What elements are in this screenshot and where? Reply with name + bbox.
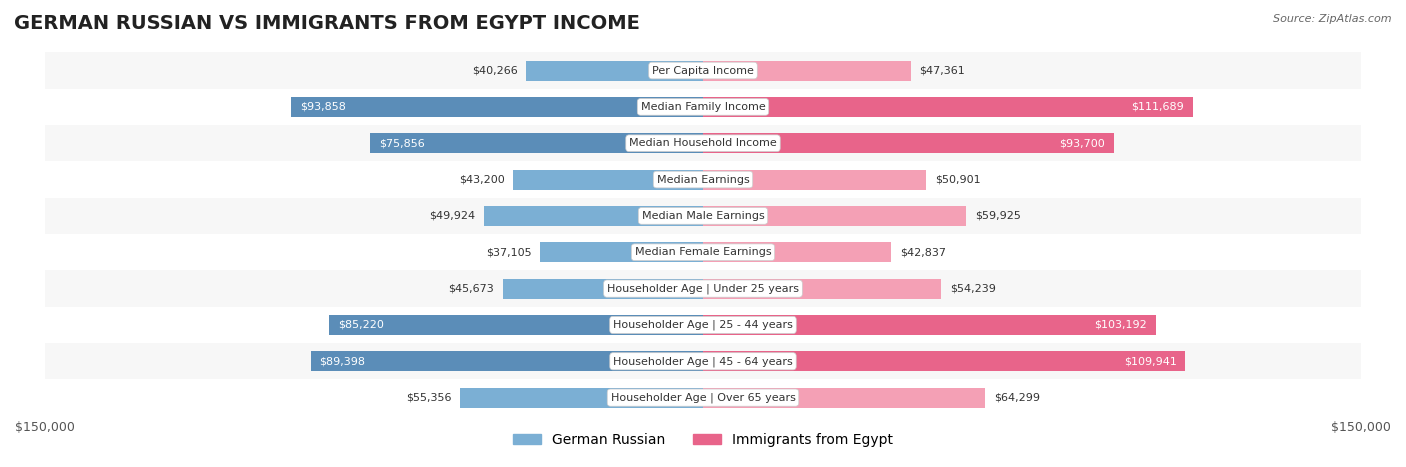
- Bar: [45, 125, 1361, 162]
- Bar: [329, 315, 703, 335]
- Text: Median Earnings: Median Earnings: [657, 175, 749, 184]
- Bar: [45, 234, 1361, 270]
- Text: $47,361: $47,361: [920, 65, 966, 76]
- Text: $89,398: $89,398: [319, 356, 366, 366]
- Bar: [45, 52, 1361, 89]
- Text: $54,239: $54,239: [949, 283, 995, 294]
- Text: $111,689: $111,689: [1132, 102, 1184, 112]
- Text: $64,299: $64,299: [994, 393, 1040, 403]
- Text: $103,192: $103,192: [1094, 320, 1147, 330]
- Legend: German Russian, Immigrants from Egypt: German Russian, Immigrants from Egypt: [508, 427, 898, 453]
- Bar: [45, 380, 1361, 416]
- Bar: [45, 89, 1361, 125]
- Text: $93,858: $93,858: [299, 102, 346, 112]
- Bar: [45, 343, 1361, 380]
- Bar: [703, 388, 986, 408]
- Text: $93,700: $93,700: [1060, 138, 1105, 148]
- Text: $109,941: $109,941: [1123, 356, 1177, 366]
- Text: Householder Age | Under 25 years: Householder Age | Under 25 years: [607, 283, 799, 294]
- Bar: [460, 388, 703, 408]
- Text: Householder Age | Over 65 years: Householder Age | Over 65 years: [610, 392, 796, 403]
- Bar: [703, 133, 1114, 153]
- Bar: [703, 242, 891, 262]
- Text: $85,220: $85,220: [337, 320, 384, 330]
- Bar: [311, 351, 703, 371]
- Bar: [370, 133, 703, 153]
- Bar: [513, 170, 703, 190]
- Bar: [703, 279, 941, 298]
- Text: $40,266: $40,266: [472, 65, 517, 76]
- Bar: [45, 307, 1361, 343]
- Bar: [526, 61, 703, 80]
- Bar: [45, 270, 1361, 307]
- Bar: [703, 61, 911, 80]
- Text: Source: ZipAtlas.com: Source: ZipAtlas.com: [1274, 14, 1392, 24]
- Text: $49,924: $49,924: [429, 211, 475, 221]
- Bar: [45, 198, 1361, 234]
- Text: Median Male Earnings: Median Male Earnings: [641, 211, 765, 221]
- Bar: [703, 315, 1156, 335]
- Text: Per Capita Income: Per Capita Income: [652, 65, 754, 76]
- Text: $45,673: $45,673: [449, 283, 494, 294]
- Text: GERMAN RUSSIAN VS IMMIGRANTS FROM EGYPT INCOME: GERMAN RUSSIAN VS IMMIGRANTS FROM EGYPT …: [14, 14, 640, 33]
- Bar: [703, 206, 966, 226]
- Text: $59,925: $59,925: [974, 211, 1021, 221]
- Text: Householder Age | 45 - 64 years: Householder Age | 45 - 64 years: [613, 356, 793, 367]
- Bar: [540, 242, 703, 262]
- Bar: [45, 162, 1361, 198]
- Text: $43,200: $43,200: [458, 175, 505, 184]
- Bar: [703, 351, 1185, 371]
- Text: $75,856: $75,856: [380, 138, 425, 148]
- Bar: [484, 206, 703, 226]
- Text: Median Female Earnings: Median Female Earnings: [634, 247, 772, 257]
- Text: $55,356: $55,356: [406, 393, 451, 403]
- Text: $42,837: $42,837: [900, 247, 946, 257]
- Text: Householder Age | 25 - 44 years: Householder Age | 25 - 44 years: [613, 320, 793, 330]
- Bar: [703, 97, 1192, 117]
- Text: $37,105: $37,105: [486, 247, 531, 257]
- Bar: [502, 279, 703, 298]
- Bar: [291, 97, 703, 117]
- Bar: [703, 170, 927, 190]
- Text: Median Household Income: Median Household Income: [628, 138, 778, 148]
- Text: Median Family Income: Median Family Income: [641, 102, 765, 112]
- Text: $50,901: $50,901: [935, 175, 981, 184]
